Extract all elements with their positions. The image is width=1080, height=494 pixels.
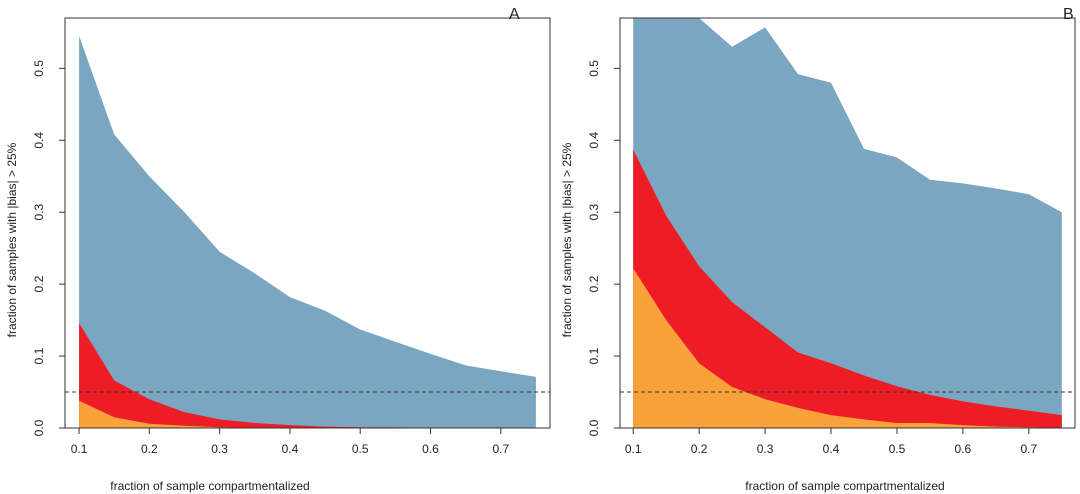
panel-a-x-tick-label: 0.2	[141, 442, 158, 456]
panel-a-x-axis: 0.1 0.2 0.3 0.4 0.5 0.6 0.7	[71, 428, 509, 456]
panel-a-y-tick-label: 0.5	[32, 60, 46, 77]
panel-b-x-tick-label: 0.4	[823, 442, 840, 456]
panel-a-x-tick-label: 0.6	[422, 442, 439, 456]
panel-a-x-tick-label: 0.4	[282, 442, 299, 456]
panel-a-y-tick-label: 0.4	[32, 132, 46, 149]
panel-b-y-axis: 0.0 0.1 0.2 0.3 0.4 0.5	[587, 60, 620, 436]
panel-b-y-axis-title: fraction of samples with |bias| > 25%	[560, 142, 574, 337]
panel-b-x-axis-title: fraction of sample compartmentalized	[745, 479, 944, 493]
panel-a-x-tick-label: 0.3	[211, 442, 228, 456]
panel-a-label: A	[509, 6, 520, 23]
panel-a-area-series-1	[79, 36, 536, 428]
panel-a-y-tick-label: 0.3	[32, 204, 46, 221]
panel-b-y-tick-label: 0.1	[587, 347, 601, 364]
panel-a-y-tick-label: 0.1	[32, 347, 46, 364]
panel-a-x-tick-label: 0.7	[492, 442, 509, 456]
panel-b-y-tick-label: 0.5	[587, 60, 601, 77]
panel-b-x-tick-label: 0.3	[757, 442, 774, 456]
panel-b-y-tick-label: 0.4	[587, 132, 601, 149]
panel-a-y-tick-label: 0.2	[32, 275, 46, 292]
panel-b-y-tick-label: 0.3	[587, 204, 601, 221]
panel-a-area-series-3	[79, 400, 536, 428]
panel-a-areas	[79, 36, 536, 428]
panel-b: 0.0 0.1 0.2 0.3 0.4 0.5 0.1 0.2 0.3 0.4 0.5 0.6 0.7…	[560, 6, 1076, 493]
panel-a-x-tick-label: 0.5	[352, 442, 369, 456]
panel-b-x-axis: 0.1 0.2 0.3 0.4 0.5 0.6 0.7	[625, 428, 1038, 456]
panel-b-label: B	[1063, 6, 1074, 23]
panel-b-x-tick-label: 0.2	[691, 442, 708, 456]
panel-b-areas	[633, 18, 1062, 428]
panel-a-y-tick-label: 0.0	[32, 419, 46, 436]
panel-b-x-tick-label: 0.6	[955, 442, 972, 456]
panel-b-y-tick-label: 0.2	[587, 275, 601, 292]
panel-b-area-series-2	[633, 149, 1062, 428]
panel-a-plot-frame	[64, 17, 551, 429]
panel-b-x-tick-label: 0.1	[625, 442, 642, 456]
panel-a-x-axis-title: fraction of sample compartmentalized	[110, 479, 309, 493]
panel-a-area-series-2	[79, 323, 536, 428]
panel-a: 0.0 0.1 0.2 0.3 0.4 0.5 0.1 0.2 0.3 0.4 0.5 0.6 0.7…	[5, 6, 551, 493]
panel-b-area-series-3	[633, 268, 1062, 428]
panel-b-y-tick-label: 0.0	[587, 419, 601, 436]
panel-a-x-tick-label: 0.1	[71, 442, 88, 456]
panel-a-y-axis-title: fraction of samples with |bias| > 25%	[5, 142, 19, 337]
panel-b-x-tick-label: 0.7	[1020, 442, 1037, 456]
panel-a-y-axis: 0.0 0.1 0.2 0.3 0.4 0.5	[32, 60, 65, 436]
panel-b-x-tick-label: 0.5	[889, 442, 906, 456]
panel-b-plot-frame	[619, 17, 1076, 429]
